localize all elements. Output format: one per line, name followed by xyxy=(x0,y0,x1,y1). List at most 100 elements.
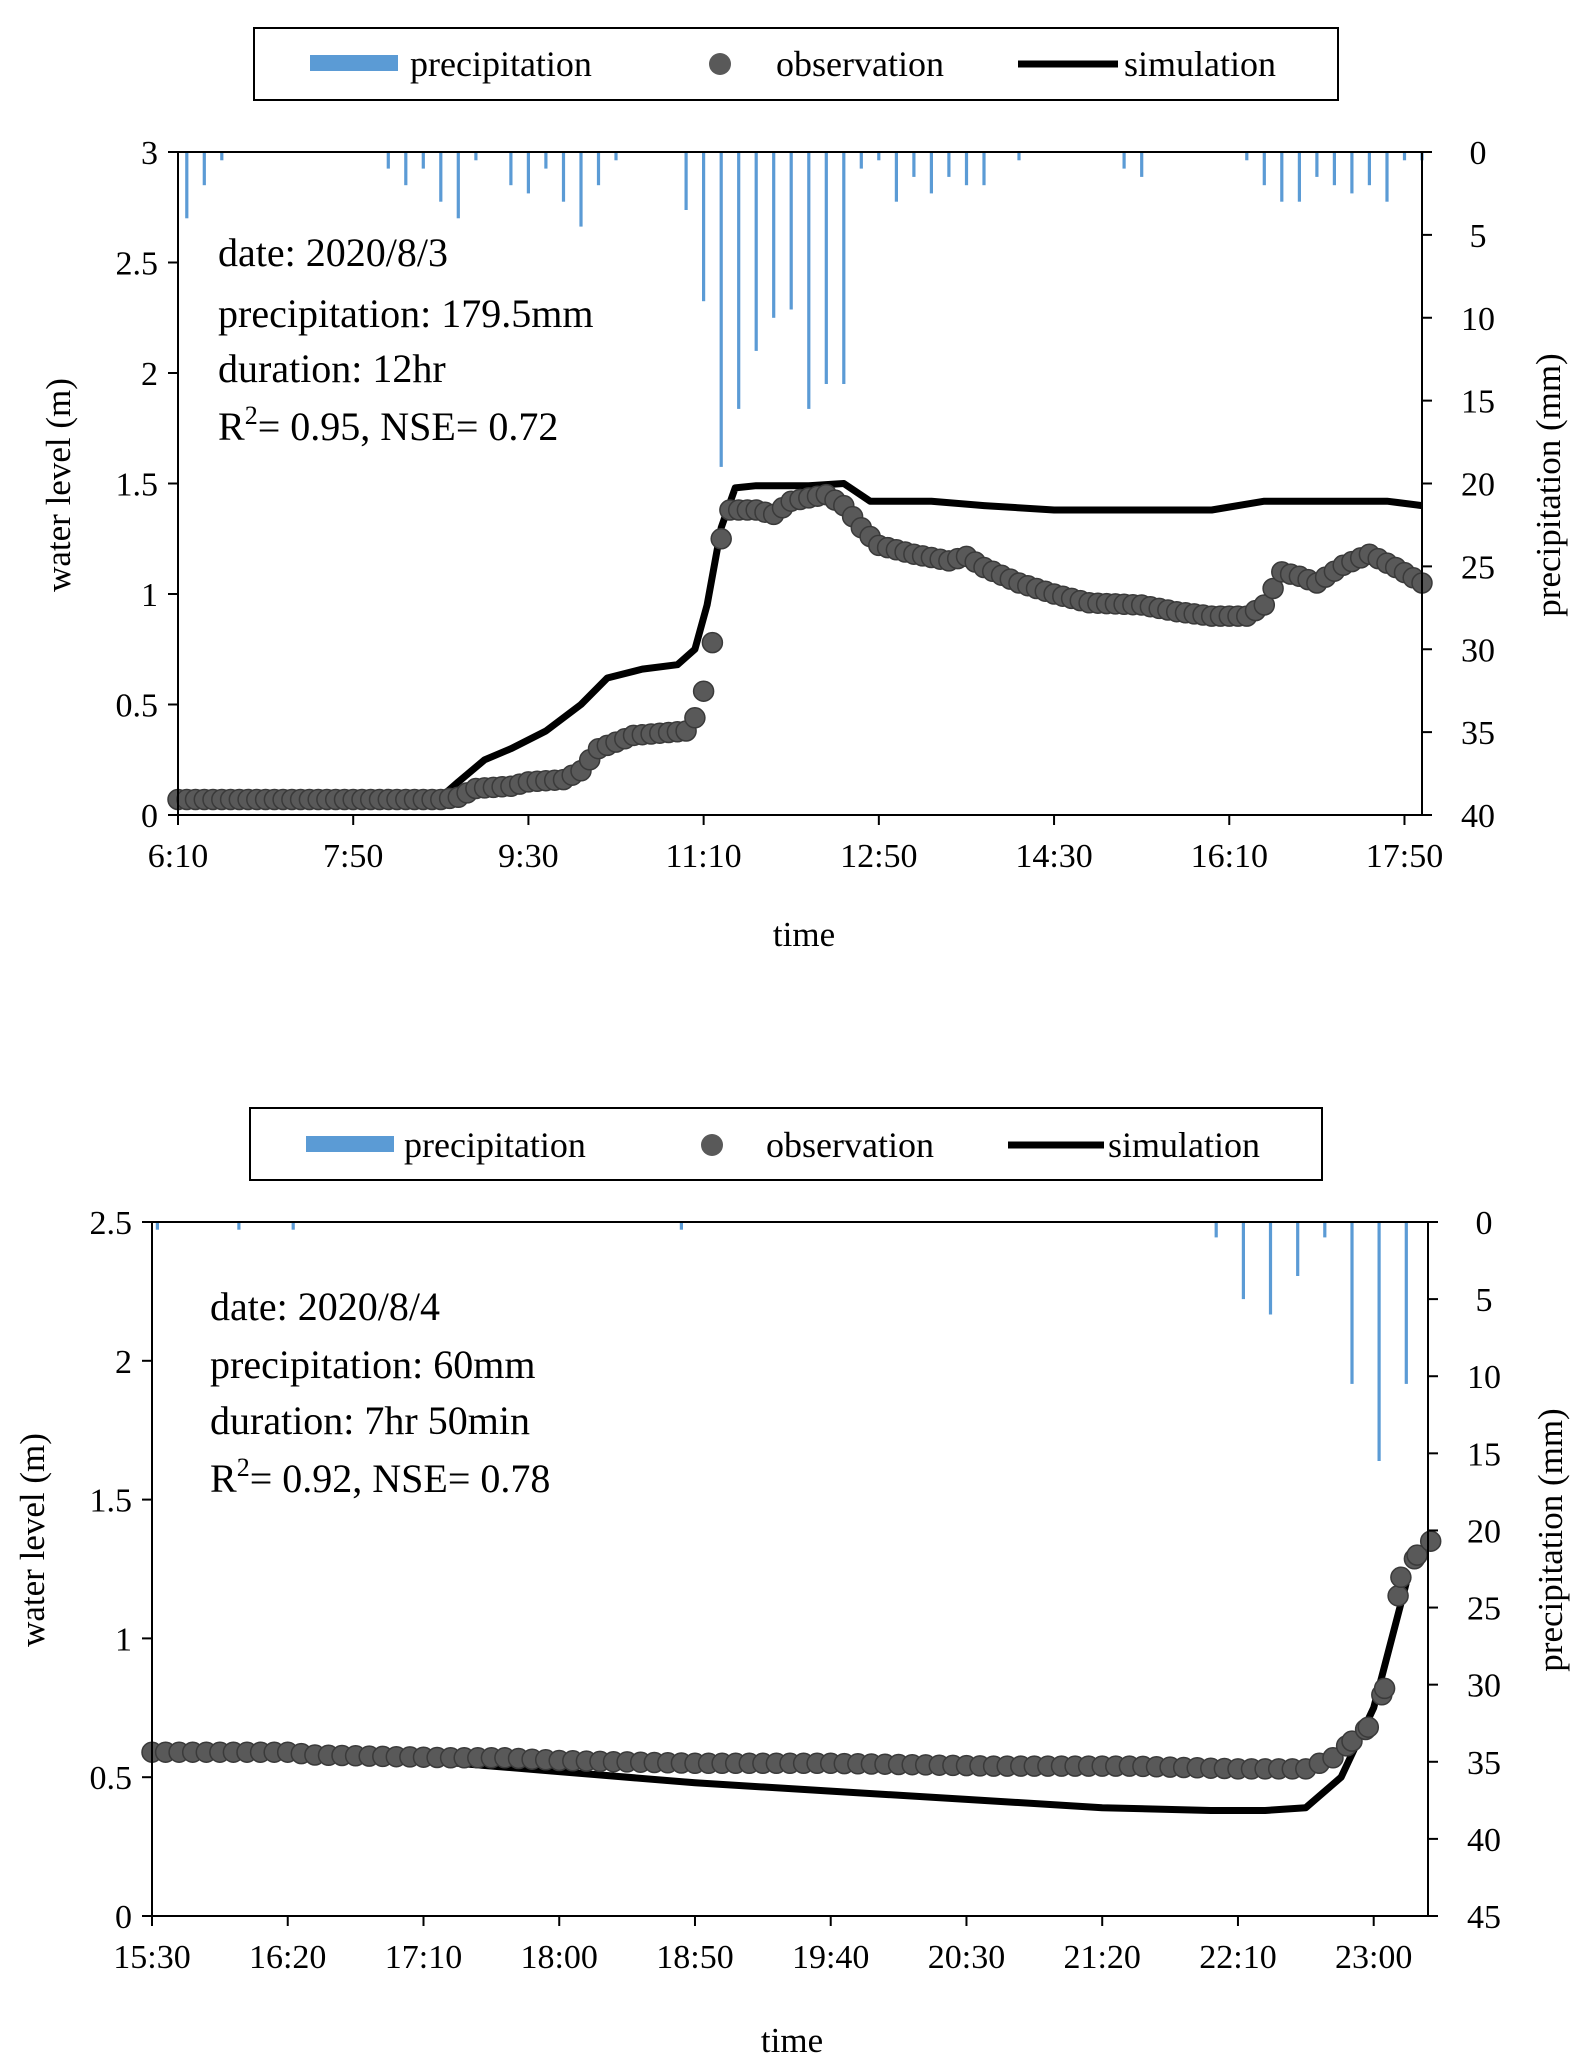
y-left-tick-label: 0.5 xyxy=(116,688,159,725)
axes xyxy=(151,1221,1429,1917)
y-left-tick-label: 3 xyxy=(141,135,158,172)
precipitation-bar xyxy=(1268,1222,1273,1315)
precipitation-bar xyxy=(1296,1222,1300,1276)
r2-r: R xyxy=(210,1456,237,1501)
precipitation-bar xyxy=(737,152,741,409)
x-tick-label: 23:00 xyxy=(1335,1939,1412,1976)
y-axis-right-ticks: 0 5 10 15 20 25 30 35 40 45 xyxy=(1428,1205,1501,1936)
observation-point xyxy=(710,528,732,550)
precipitation-bar xyxy=(1367,152,1371,186)
precipitation-bar xyxy=(1245,152,1249,161)
x-tick-label: 11:10 xyxy=(666,838,742,875)
precipitation-bar xyxy=(1241,1222,1245,1300)
y-left-tick-label: 0 xyxy=(141,798,158,835)
observation-point xyxy=(701,631,724,654)
legend-precipitation-label: precipitation xyxy=(410,44,592,84)
precipitation-bar xyxy=(679,1222,683,1230)
x-tick-label: 15:30 xyxy=(113,1939,190,1976)
precipitation-bar xyxy=(439,152,443,202)
precipitation-bar xyxy=(1262,152,1266,186)
y-right-tick-label: 20 xyxy=(1467,1513,1501,1550)
y-right-tick-label: 20 xyxy=(1461,467,1495,504)
precipitation-bar xyxy=(202,152,206,186)
legend-precipitation-swatch xyxy=(306,1136,394,1152)
r2-r: R xyxy=(218,404,245,449)
y-left-tick-label: 1.5 xyxy=(90,1483,133,1520)
y-axis-left-label: water level (m) xyxy=(39,378,78,592)
y-right-tick-label: 5 xyxy=(1476,1282,1493,1319)
simulation-series xyxy=(178,480,1423,801)
x-tick-label: 12:50 xyxy=(840,838,917,875)
precipitation-bar xyxy=(982,152,986,186)
y-right-tick-label: 30 xyxy=(1467,1668,1501,1705)
precipitation-bar xyxy=(1402,152,1407,161)
precipitation-bar xyxy=(456,152,460,219)
chart-water-level-2020-8-3: precipitation observation simulation dat… xyxy=(39,27,1568,954)
precipitation-bar xyxy=(291,1222,295,1230)
annotation: date: 2020/8/3 precipitation: 179.5mm du… xyxy=(218,230,594,449)
y-right-tick-label: 25 xyxy=(1467,1591,1501,1628)
precipitation-bar xyxy=(1332,152,1336,186)
y-left-tick-label: 0.5 xyxy=(90,1760,133,1797)
chart-water-level-2020-8-4: precipitation observation simulation dat… xyxy=(13,1107,1570,2060)
y-right-tick-label: 15 xyxy=(1467,1436,1501,1473)
x-axis-ticks: 6:10 7:50 9:30 11:10 12:50 14:30 16:10 17:50 xyxy=(148,815,1443,875)
legend-box xyxy=(253,27,1339,101)
precipitation-bar xyxy=(1404,1222,1408,1384)
precipitation-bar xyxy=(912,152,916,177)
precipitation-bar xyxy=(702,152,706,302)
x-tick-label: 16:10 xyxy=(1191,838,1268,875)
precipitation-bar xyxy=(824,152,828,384)
observation-point xyxy=(692,680,715,702)
observation-point xyxy=(1341,1730,1363,1752)
r2-values: = 0.92, NSE= 0.78 xyxy=(250,1456,551,1501)
x-tick-label: 17:10 xyxy=(385,1939,462,1976)
y-right-tick-label: 0 xyxy=(1470,135,1487,172)
legend-observation-label: observation xyxy=(766,1125,934,1165)
precipitation-bar xyxy=(474,152,478,161)
observation-point xyxy=(1322,1747,1344,1769)
precipitation-bar xyxy=(929,152,933,194)
x-axis-label: time xyxy=(761,2021,823,2060)
precipitation-bar xyxy=(684,152,688,210)
precipitation-bar xyxy=(1323,1222,1327,1238)
y-right-tick-label: 25 xyxy=(1461,549,1495,586)
y-right-tick-label: 45 xyxy=(1467,1899,1501,1936)
y-right-tick-label: 5 xyxy=(1470,218,1487,255)
precipitation-bar xyxy=(544,152,548,169)
annotation-fit-stats: R2= 0.95, NSE= 0.72 xyxy=(218,401,558,449)
annotation-precipitation: precipitation: 179.5mm xyxy=(218,291,594,336)
y-left-tick-label: 2.5 xyxy=(90,1205,133,1242)
precipitation-bar xyxy=(789,152,793,310)
x-tick-label: 18:50 xyxy=(656,1939,733,1976)
precipitation-bar xyxy=(877,152,881,161)
precipitation-bar xyxy=(1385,152,1389,202)
precipitation-bar xyxy=(614,152,618,161)
precipitation-bar xyxy=(1214,1222,1218,1238)
r2-superscript: 2 xyxy=(237,1453,250,1482)
precipitation-bar xyxy=(1297,152,1301,202)
precipitation-bar xyxy=(807,152,811,409)
r2-values: = 0.95, NSE= 0.72 xyxy=(258,404,559,449)
y-right-tick-label: 30 xyxy=(1461,632,1495,669)
legend-observation-marker xyxy=(709,53,731,75)
legend: precipitation observation simulation xyxy=(253,27,1339,101)
observation-point xyxy=(1262,577,1284,600)
precipitation-bar xyxy=(1122,152,1126,169)
precipitation-bar xyxy=(579,152,583,227)
y-right-tick-label: 15 xyxy=(1461,384,1495,421)
precipitation-bar xyxy=(964,152,969,186)
x-tick-label: 22:10 xyxy=(1199,1939,1276,1976)
precipitation-bar xyxy=(185,152,189,219)
precipitation-bar xyxy=(1017,152,1021,161)
observation-point xyxy=(1357,1716,1380,1738)
y-axis-right-ticks: 0 5 10 15 20 25 30 35 40 xyxy=(1422,135,1495,835)
annotation-duration: duration: 12hr xyxy=(218,346,446,391)
precipitation-bar xyxy=(421,152,425,169)
y-left-tick-label: 2 xyxy=(115,1344,132,1381)
y-right-tick-label: 0 xyxy=(1476,1205,1493,1242)
y-right-tick-label: 10 xyxy=(1467,1359,1501,1396)
x-axis-ticks: 15:30 16:20 17:10 18:00 18:50 19:40 20:30 21:20… xyxy=(113,1916,1412,1976)
